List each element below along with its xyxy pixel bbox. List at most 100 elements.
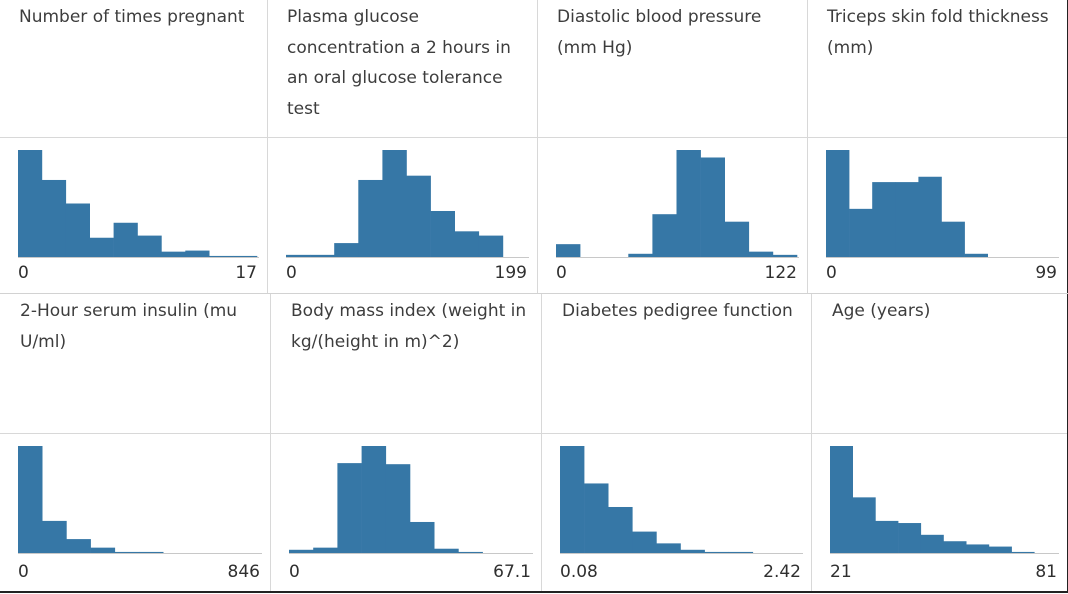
histogram-cell: Body mass index (weight in kg/(height in… [271, 294, 542, 591]
histogram-row-top: Number of times pregnant 0 17 Plasma glucos… [0, 0, 1068, 294]
histogram-cell: Triceps skin fold thickness (mm) 0 99 [808, 0, 1068, 293]
histogram-bar [478, 235, 504, 257]
histogram-bar [852, 497, 876, 553]
histogram-bar [772, 254, 798, 257]
histogram-bar [584, 483, 609, 553]
histogram-bar [964, 253, 988, 257]
histogram-header: Triceps skin fold thickness (mm) [808, 0, 1067, 138]
histogram-bar [704, 551, 729, 553]
histogram-bar [652, 214, 677, 257]
histogram-bar [161, 251, 186, 257]
histogram-svg [830, 446, 1059, 554]
histogram-header: 2-Hour serum insulin (mu U/ml) [0, 294, 270, 434]
histogram-header: Plasma glucose concentration a 2 hours i… [268, 0, 537, 138]
histogram-bar [628, 253, 653, 257]
axis-max-label: 846 [227, 562, 260, 582]
histogram-chart [268, 140, 537, 258]
histogram-svg [560, 446, 803, 554]
histogram-header: Diabetes pedigree function [542, 294, 811, 434]
histogram-chart [0, 140, 267, 258]
histogram-bar [676, 150, 701, 257]
histogram-svg [286, 150, 529, 258]
histogram-bar [410, 521, 435, 553]
histogram-cell: 2-Hour serum insulin (mu U/ml) 0 846 [0, 294, 271, 591]
histogram-bar [560, 446, 585, 553]
histogram-bar [90, 547, 116, 553]
axis-min-label: 0.08 [560, 562, 598, 582]
histogram-bar [286, 254, 311, 257]
histogram-bar [556, 244, 581, 257]
axis-min-label: 21 [830, 562, 852, 582]
histogram-bar [632, 531, 657, 553]
histogram-chart [538, 140, 807, 258]
histogram-row-bottom: 2-Hour serum insulin (mu U/ml) 0 846 Body m… [0, 294, 1068, 593]
feature-title: Diabetes pedigree function [562, 301, 793, 321]
histogram-bar [988, 546, 1012, 553]
histogram-bar [185, 250, 210, 257]
axis-min-label: 0 [556, 263, 567, 283]
axis-max-label: 2.42 [763, 562, 801, 582]
histogram-bar [41, 179, 67, 257]
histogram-bar [920, 534, 944, 553]
histogram-cell: Plasma glucose concentration a 2 hours i… [268, 0, 538, 293]
histogram-chart [808, 140, 1067, 258]
histogram-bar [139, 551, 164, 553]
histogram-chart [271, 436, 541, 554]
histogram-bar [895, 182, 919, 257]
axis-max-label: 122 [764, 263, 797, 283]
histogram-bar [337, 463, 362, 553]
histogram-bar [454, 231, 480, 257]
axis-max-label: 67.1 [493, 562, 531, 582]
axis-max-label: 17 [235, 263, 257, 283]
histogram-header: Body mass index (weight in kg/(height in… [271, 294, 541, 434]
histogram-bar [966, 544, 990, 553]
histogram-bar [334, 243, 359, 257]
feature-title: Number of times pregnant [19, 7, 245, 27]
histogram-bar [872, 182, 896, 257]
histogram-bar [137, 235, 162, 257]
histogram-chart [812, 436, 1067, 554]
feature-title: Age (years) [832, 301, 931, 321]
feature-title: Triceps skin fold thickness (mm) [827, 7, 1049, 58]
histogram-bar [830, 446, 853, 553]
histogram-bar [313, 547, 338, 553]
histogram-bar [458, 551, 483, 553]
histogram-cell: Diastolic blood pressure (mm Hg) 0 122 [538, 0, 808, 293]
histogram-svg [18, 150, 259, 258]
histogram-bar [114, 551, 140, 553]
feature-title: 2-Hour serum insulin (mu U/ml) [20, 301, 238, 352]
histogram-bar [310, 254, 335, 257]
histogram-bar [113, 222, 138, 257]
histogram-chart [0, 436, 270, 554]
histogram-bar [898, 523, 922, 553]
histogram-header: Diastolic blood pressure (mm Hg) [538, 0, 807, 138]
histogram-bar [18, 446, 43, 553]
histogram-bar [66, 539, 91, 553]
histogram-header: Number of times pregnant [0, 0, 267, 138]
histogram-bar [826, 150, 850, 257]
feature-title: Plasma glucose concentration a 2 hours i… [287, 7, 511, 119]
histogram-bar [918, 176, 942, 257]
histogram-bar [724, 221, 750, 257]
histogram-bar [385, 464, 411, 553]
histogram-bar [18, 150, 43, 257]
histogram-cell: Number of times pregnant 0 17 [0, 0, 268, 293]
axis-min-label: 0 [286, 263, 297, 283]
histogram-chart [542, 436, 811, 554]
histogram-bar [358, 179, 383, 257]
histogram-bar [406, 175, 431, 257]
axis-min-label: 0 [18, 263, 29, 283]
histogram-bar [849, 208, 873, 257]
histogram-bar [728, 551, 754, 553]
histogram-bar [680, 549, 705, 553]
histogram-bar [430, 210, 455, 257]
histogram-header: Age (years) [812, 294, 1067, 434]
histogram-bar [434, 548, 459, 553]
axis-min-label: 0 [826, 263, 837, 283]
histogram-bar [700, 157, 725, 257]
axis-min-label: 0 [18, 562, 29, 582]
histogram-bar [289, 549, 314, 553]
histogram-bar [943, 541, 967, 553]
histogram-cell: Diabetes pedigree function 0.08 2.42 [542, 294, 812, 591]
